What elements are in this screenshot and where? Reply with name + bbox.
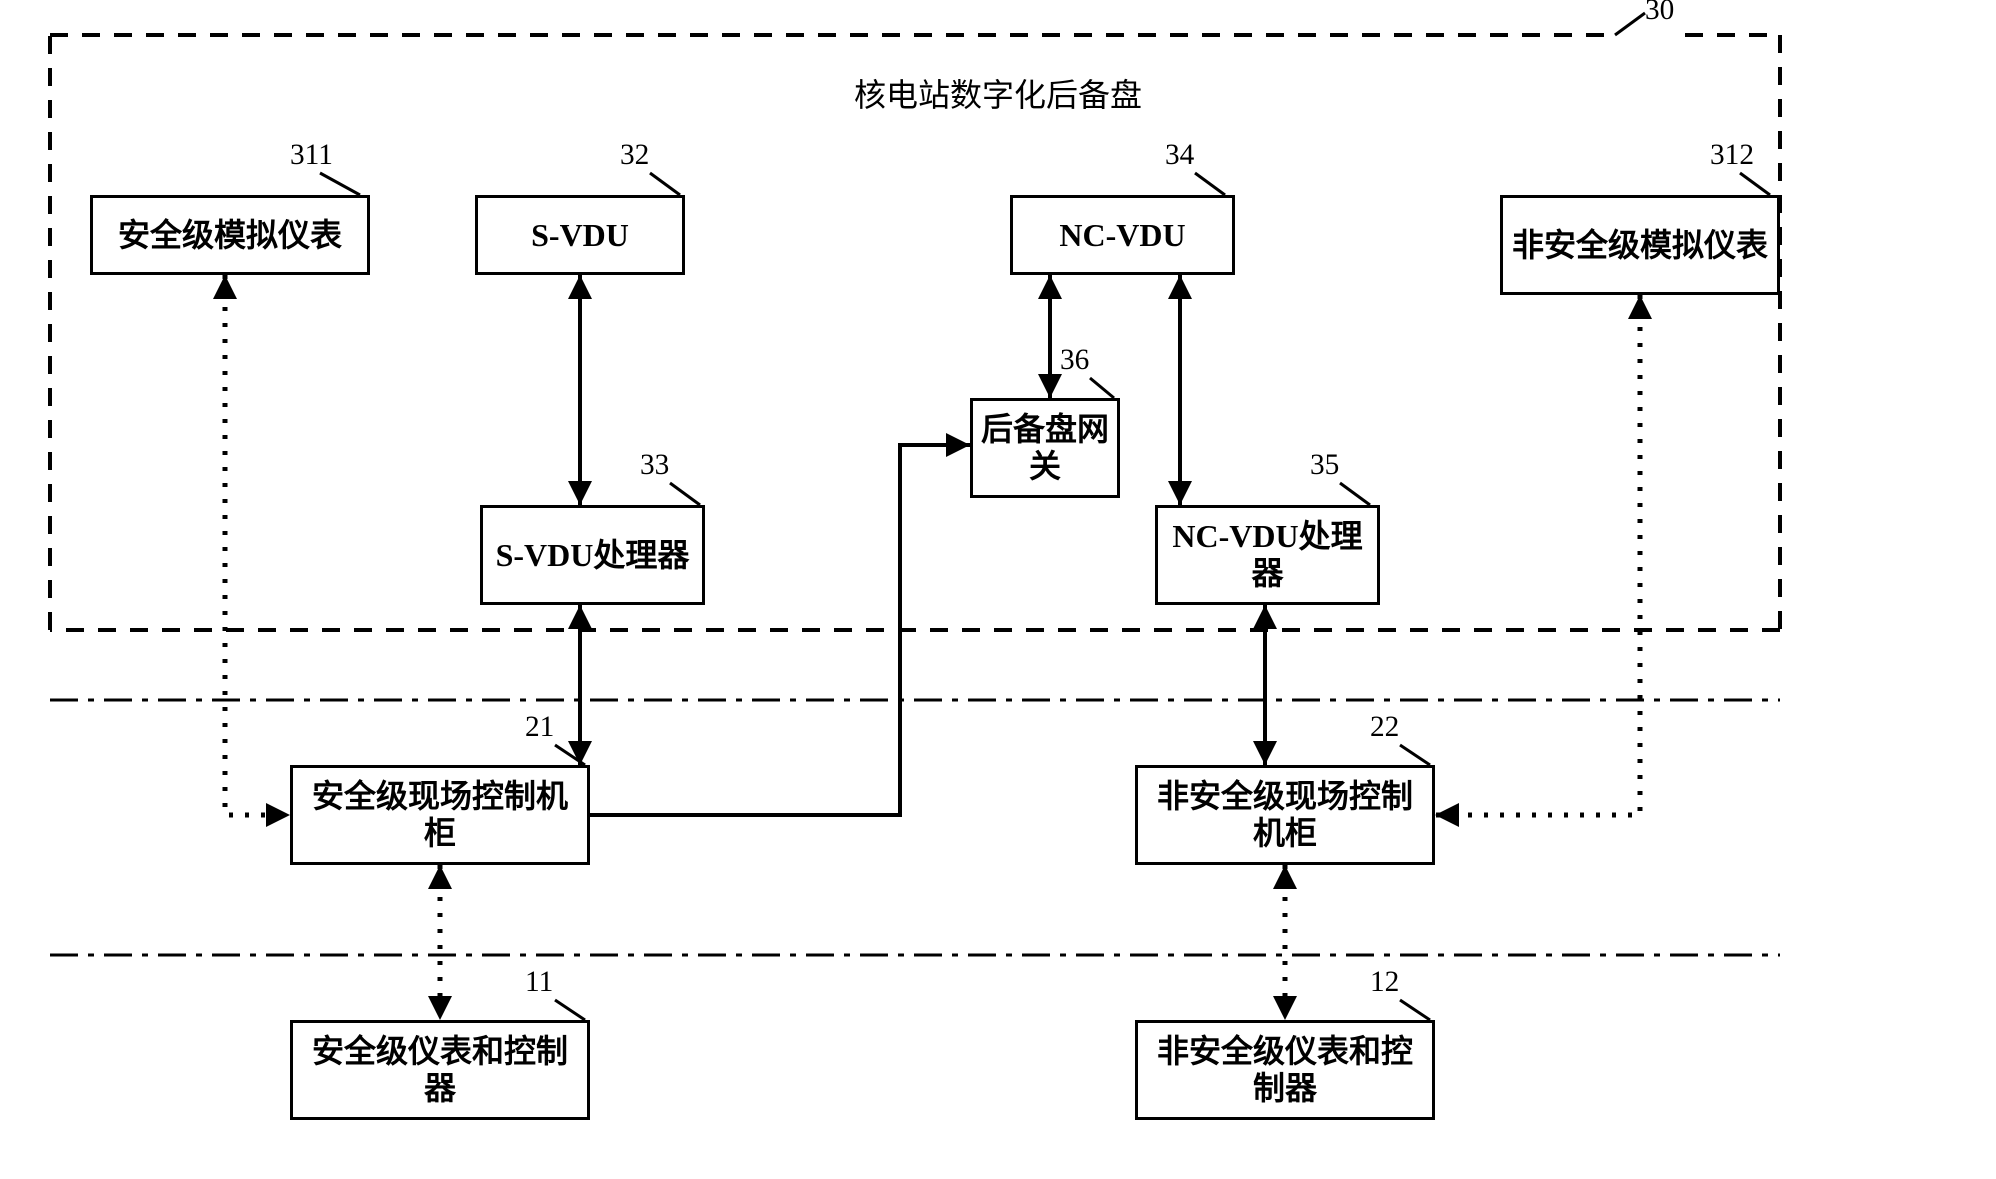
node-b34: NC-VDU — [1010, 195, 1235, 275]
frame-number-30: 30 — [1645, 0, 1674, 27]
diagram-title: 核电站数字化后备盘 — [798, 70, 1198, 116]
node-label: 非安全级模拟仪表 — [1512, 227, 1768, 264]
node-label: NC-VDU — [1059, 217, 1185, 254]
node-label: 安全级仪表和控制器 — [301, 1033, 579, 1107]
node-label: 后备盘网关 — [981, 411, 1109, 485]
node-number-b11: 11 — [525, 966, 553, 999]
node-label: 安全级模拟仪表 — [118, 217, 342, 254]
node-number-b312: 312 — [1710, 139, 1754, 172]
node-b36: 后备盘网关 — [970, 398, 1120, 498]
node-label: S-VDU — [531, 217, 629, 254]
node-b35: NC-VDU处理器 — [1155, 505, 1380, 605]
node-b311: 安全级模拟仪表 — [90, 195, 370, 275]
connectors-layer — [0, 0, 1996, 1179]
node-number-b22: 22 — [1370, 711, 1399, 744]
node-number-b36: 36 — [1060, 344, 1089, 377]
node-number-b34: 34 — [1165, 139, 1194, 172]
node-number-b311: 311 — [290, 139, 333, 172]
node-label: 非安全级现场控制机柜 — [1146, 778, 1424, 852]
node-b312: 非安全级模拟仪表 — [1500, 195, 1780, 295]
node-number-b12: 12 — [1370, 966, 1399, 999]
node-label: 安全级现场控制机柜 — [301, 778, 579, 852]
diagram-canvas: 安全级模拟仪表 311 S-VDU 32 NC-VDU 34 非安全级模拟仪表 312 后备盘网… — [0, 0, 1996, 1179]
node-number-b33: 33 — [640, 449, 669, 482]
node-number-b21: 21 — [525, 711, 554, 744]
node-b12: 非安全级仪表和控制器 — [1135, 1020, 1435, 1120]
node-number-b32: 32 — [620, 139, 649, 172]
node-b22: 非安全级现场控制机柜 — [1135, 765, 1435, 865]
node-label: NC-VDU处理器 — [1166, 518, 1369, 592]
node-label: S-VDU处理器 — [496, 537, 690, 574]
node-label: 非安全级仪表和控制器 — [1146, 1033, 1424, 1107]
node-b21: 安全级现场控制机柜 — [290, 765, 590, 865]
node-b11: 安全级仪表和控制器 — [290, 1020, 590, 1120]
node-number-b35: 35 — [1310, 449, 1339, 482]
node-b33: S-VDU处理器 — [480, 505, 705, 605]
node-b32: S-VDU — [475, 195, 685, 275]
